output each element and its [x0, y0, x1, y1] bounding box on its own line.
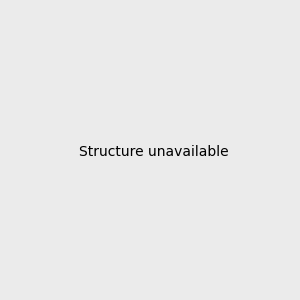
Text: Structure unavailable: Structure unavailable [79, 145, 229, 158]
